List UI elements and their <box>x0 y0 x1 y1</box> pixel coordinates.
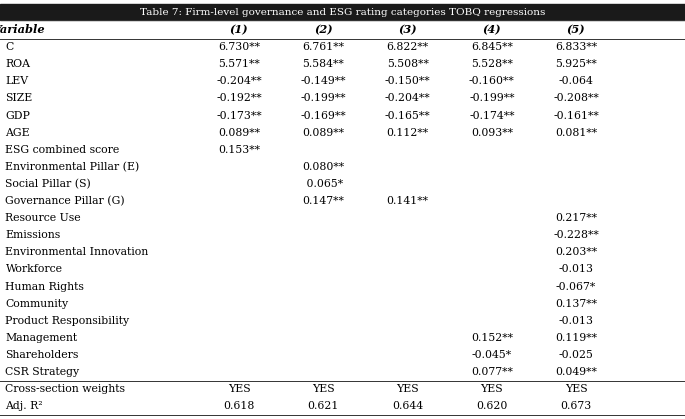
Text: YES: YES <box>564 384 588 394</box>
Text: C: C <box>5 42 14 52</box>
Text: (5): (5) <box>566 24 586 35</box>
Text: 0.618: 0.618 <box>223 401 255 411</box>
Text: Environmental Innovation: Environmental Innovation <box>5 247 149 257</box>
Text: Resource Use: Resource Use <box>5 213 81 223</box>
Text: 0.153**: 0.153** <box>218 145 260 155</box>
Text: Product Responsibility: Product Responsibility <box>5 316 129 326</box>
Text: -0.013: -0.013 <box>558 316 594 326</box>
Text: -0.199**: -0.199** <box>469 93 514 103</box>
Text: 6.761**: 6.761** <box>302 42 345 52</box>
Text: 5.528**: 5.528** <box>471 59 513 69</box>
Text: -0.161**: -0.161** <box>553 111 599 121</box>
Text: 0.089**: 0.089** <box>218 128 260 137</box>
Text: 0.141**: 0.141** <box>386 196 429 206</box>
Text: Variable: Variable <box>0 24 45 35</box>
Text: Management: Management <box>5 333 77 343</box>
Text: 5.571**: 5.571** <box>219 59 260 69</box>
Text: 5.584**: 5.584** <box>303 59 344 69</box>
Text: 0.147**: 0.147** <box>302 196 345 206</box>
Text: 0.065*: 0.065* <box>303 179 343 189</box>
Text: -0.165**: -0.165** <box>385 111 430 121</box>
Text: -0.169**: -0.169** <box>301 111 346 121</box>
Text: 0.203**: 0.203** <box>555 247 597 257</box>
Text: 0.217**: 0.217** <box>555 213 597 223</box>
Text: SIZE: SIZE <box>5 93 33 103</box>
Text: 0.620: 0.620 <box>476 401 508 411</box>
Text: 6.730**: 6.730** <box>218 42 260 52</box>
Text: 0.137**: 0.137** <box>555 299 597 309</box>
Text: ESG combined score: ESG combined score <box>5 145 120 155</box>
Text: -0.192**: -0.192** <box>216 93 262 103</box>
Text: Environmental Pillar (E): Environmental Pillar (E) <box>5 162 140 172</box>
Text: YES: YES <box>227 384 251 394</box>
Bar <box>0 4 685 20</box>
Text: -0.025: -0.025 <box>559 350 593 360</box>
Text: -0.204**: -0.204** <box>385 93 430 103</box>
Text: -0.149**: -0.149** <box>301 76 346 86</box>
Text: -0.208**: -0.208** <box>553 93 599 103</box>
Text: GDP: GDP <box>5 111 30 121</box>
Text: YES: YES <box>396 384 419 394</box>
Text: -0.013: -0.013 <box>558 264 594 274</box>
Text: ROA: ROA <box>5 59 30 69</box>
Text: 0.089**: 0.089** <box>302 128 345 137</box>
Text: 0.119**: 0.119** <box>555 333 597 343</box>
Text: 0.112**: 0.112** <box>386 128 429 137</box>
Text: -0.067*: -0.067* <box>556 282 596 292</box>
Text: 6.845**: 6.845** <box>471 42 513 52</box>
Text: Table 7: Firm-level governance and ESG rating categories TOBQ regressions: Table 7: Firm-level governance and ESG r… <box>140 8 545 17</box>
Text: 0.081**: 0.081** <box>555 128 597 137</box>
Text: YES: YES <box>312 384 335 394</box>
Text: 0.152**: 0.152** <box>471 333 513 343</box>
Text: 5.925**: 5.925** <box>556 59 597 69</box>
Text: 0.673: 0.673 <box>560 401 592 411</box>
Text: -0.064: -0.064 <box>559 76 593 86</box>
Text: AGE: AGE <box>5 128 30 137</box>
Text: Governance Pillar (G): Governance Pillar (G) <box>5 196 125 206</box>
Text: 0.080**: 0.080** <box>302 162 345 172</box>
Text: Community: Community <box>5 299 68 309</box>
Text: 0.049**: 0.049** <box>555 367 597 377</box>
Text: 6.833**: 6.833** <box>555 42 597 52</box>
Text: -0.150**: -0.150** <box>385 76 430 86</box>
Text: -0.199**: -0.199** <box>301 93 346 103</box>
Text: 5.508**: 5.508** <box>386 59 429 69</box>
Text: -0.045*: -0.045* <box>472 350 512 360</box>
Text: 0.077**: 0.077** <box>471 367 513 377</box>
Text: (2): (2) <box>314 24 333 35</box>
Text: -0.160**: -0.160** <box>469 76 514 86</box>
Text: 0.093**: 0.093** <box>471 128 513 137</box>
Text: (1): (1) <box>229 24 249 35</box>
Text: 0.621: 0.621 <box>308 401 339 411</box>
Text: Human Rights: Human Rights <box>5 282 84 292</box>
Text: 6.822**: 6.822** <box>386 42 429 52</box>
Text: -0.228**: -0.228** <box>553 230 599 240</box>
Text: (3): (3) <box>398 24 417 35</box>
Text: -0.174**: -0.174** <box>469 111 514 121</box>
Text: Adj. R²: Adj. R² <box>5 401 43 411</box>
Text: (4): (4) <box>482 24 501 35</box>
Text: -0.173**: -0.173** <box>216 111 262 121</box>
Text: LEV: LEV <box>5 76 29 86</box>
Text: CSR Strategy: CSR Strategy <box>5 367 79 377</box>
Text: 0.644: 0.644 <box>392 401 423 411</box>
Text: Social Pillar (S): Social Pillar (S) <box>5 179 91 189</box>
Text: -0.204**: -0.204** <box>216 76 262 86</box>
Text: Workforce: Workforce <box>5 264 62 274</box>
Text: Shareholders: Shareholders <box>5 350 79 360</box>
Text: Cross-section weights: Cross-section weights <box>5 384 125 394</box>
Text: Emissions: Emissions <box>5 230 61 240</box>
Text: YES: YES <box>480 384 503 394</box>
